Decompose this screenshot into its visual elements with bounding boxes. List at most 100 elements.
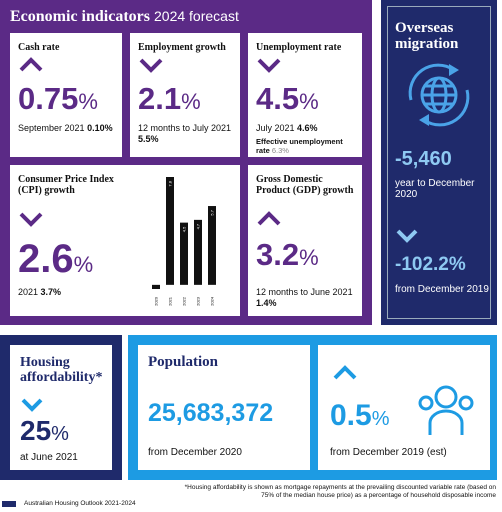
housing-note: at June 2021 (20, 452, 78, 463)
unit: % (299, 89, 319, 114)
globe-icon (408, 63, 470, 127)
panel-title: Economic indicators 2024 forecast (10, 8, 239, 26)
indicator-note: September 2021 0.10% (18, 123, 116, 134)
card-label: Consumer Price Index (CPI) growth (18, 174, 114, 196)
extra-note: Effective unemployment rate 6.3% (256, 137, 356, 155)
down-chevron (396, 229, 418, 243)
indicator-value: 0.75% (18, 81, 98, 117)
indicator-note: 12 months to June 2021 1.4% (256, 287, 356, 309)
card-label: Cash rate (18, 42, 60, 53)
note: 12 months to June 2021 (256, 287, 353, 297)
down-chevron (21, 398, 43, 412)
bar-label: 5.7 (210, 209, 215, 215)
footnote: *Housing affordability is shown as mortg… (184, 484, 496, 499)
extra-value: 6.3% (271, 146, 289, 155)
indicator-card: Consumer Price Index (CPI) growth 2.6% 202… (10, 165, 240, 316)
population-value: 25,683,372 (148, 399, 274, 427)
growth-value: 0.5% (330, 399, 390, 433)
indicator-card: Unemployment rate 4.5% July 2021 4.6% Effec… (248, 33, 362, 157)
bar (152, 284, 160, 289)
unit: % (299, 245, 319, 270)
up-chevron (333, 365, 357, 380)
card-label: Gross Domestic Product (GDP) growth (256, 174, 354, 196)
footer: Australian Housing Outlook 2021-2024 (24, 500, 136, 507)
unit: % (181, 89, 201, 114)
migration-note: year to December 2020 (395, 178, 475, 200)
housing-panel: Housing affordability* 25% at June 2021 (0, 335, 122, 480)
title: Economic indicators (10, 8, 150, 25)
growth-card: 0.5% from December 2019 (est) (318, 345, 490, 470)
unit: % (371, 408, 390, 430)
bar (208, 206, 216, 285)
bar (194, 219, 202, 285)
x-tick-label: 2021 (168, 296, 173, 306)
value: 0.75 (18, 81, 79, 116)
value: 0.5 (330, 399, 372, 432)
x-tick-label: 2020 (154, 296, 159, 306)
footer-marker (2, 501, 16, 507)
bar (180, 222, 188, 285)
population-note: from December 2020 (148, 447, 242, 458)
indicator-value: 4.5% (256, 81, 319, 117)
indicator-note: 12 months to July 2021 5.5% (138, 123, 234, 145)
value: 2.1 (138, 81, 182, 116)
chevron-line (257, 58, 281, 73)
value: 3.2 (256, 237, 300, 272)
inner-border (387, 6, 491, 319)
housing-card: Housing affordability* 25% at June 2021 (10, 345, 112, 470)
bar-label: 4.5 (182, 226, 187, 232)
bar (166, 177, 174, 285)
previous: 5.5% (138, 134, 159, 144)
unit: % (51, 423, 69, 445)
x-tick-label: 2023 (196, 296, 201, 306)
population-title: Population (148, 354, 219, 370)
card-label: Unemployment rate (256, 42, 342, 53)
card-label: Employment growth (138, 42, 226, 53)
value: 4.5 (256, 81, 300, 116)
note: September 2021 (18, 123, 85, 133)
previous: 3.7% (40, 287, 62, 297)
migration-change-note: from December 2019 (395, 284, 489, 295)
note: 2021 (18, 287, 39, 297)
growth-note: from December 2019 (est) (330, 447, 447, 458)
people-icon (418, 385, 474, 435)
chevron (257, 211, 281, 226)
chevron-line (139, 58, 163, 73)
previous: 0.10% (87, 123, 113, 133)
subtitle: 2024 forecast (154, 8, 239, 24)
chevron (257, 58, 281, 73)
indicator-value: 2.1% (138, 81, 201, 117)
value: 25 (20, 415, 52, 446)
indicator-card: Employment growth 2.1% 12 months to July 2… (130, 33, 240, 157)
migration-change: -102.2% (395, 254, 466, 275)
indicator-card: Cash rate 0.75% September 2021 0.10% (10, 33, 122, 157)
note: 12 months to July 2021 (138, 123, 232, 133)
indicator-card: Gross Domestic Product (GDP) growth 3.2% 1… (248, 165, 362, 316)
population-card: Population 25,683,372 from December 2020 (138, 345, 310, 470)
x-tick-label: 2024 (210, 296, 215, 306)
unit: % (78, 89, 98, 114)
bar-label: 7.8 (168, 180, 173, 186)
cpi-chart: 2020 7.8 2021 4.5 2022 4.7 2023 5.7 2024 (152, 177, 216, 306)
migration-value: -5,460 (395, 148, 452, 170)
extra-label: Effective unemployment rate (256, 137, 343, 155)
housing-title: Housing affordability* (20, 355, 103, 385)
housing-value: 25% (20, 415, 69, 447)
indicator-note: July 2021 4.6% (256, 123, 356, 134)
population-panel: Population 25,683,372 from December 2020… (128, 335, 497, 480)
unit: % (73, 252, 94, 277)
previous: 1.4% (256, 298, 277, 308)
bar-label: 4.7 (196, 223, 201, 229)
chevron (139, 58, 163, 73)
previous: 4.6% (297, 123, 318, 133)
note: July 2021 (256, 123, 295, 133)
migration-panel: Overseas migration -5,460 year to Decemb… (381, 0, 497, 325)
chevron-line (257, 211, 281, 226)
x-tick-label: 2022 (182, 296, 187, 306)
indicator-value: 2.6% (18, 237, 93, 282)
value: 2.6 (18, 237, 74, 281)
migration-title: Overseas migration (395, 20, 459, 52)
chevron-line (19, 212, 43, 227)
indicator-note: 2021 3.7% (18, 287, 138, 298)
